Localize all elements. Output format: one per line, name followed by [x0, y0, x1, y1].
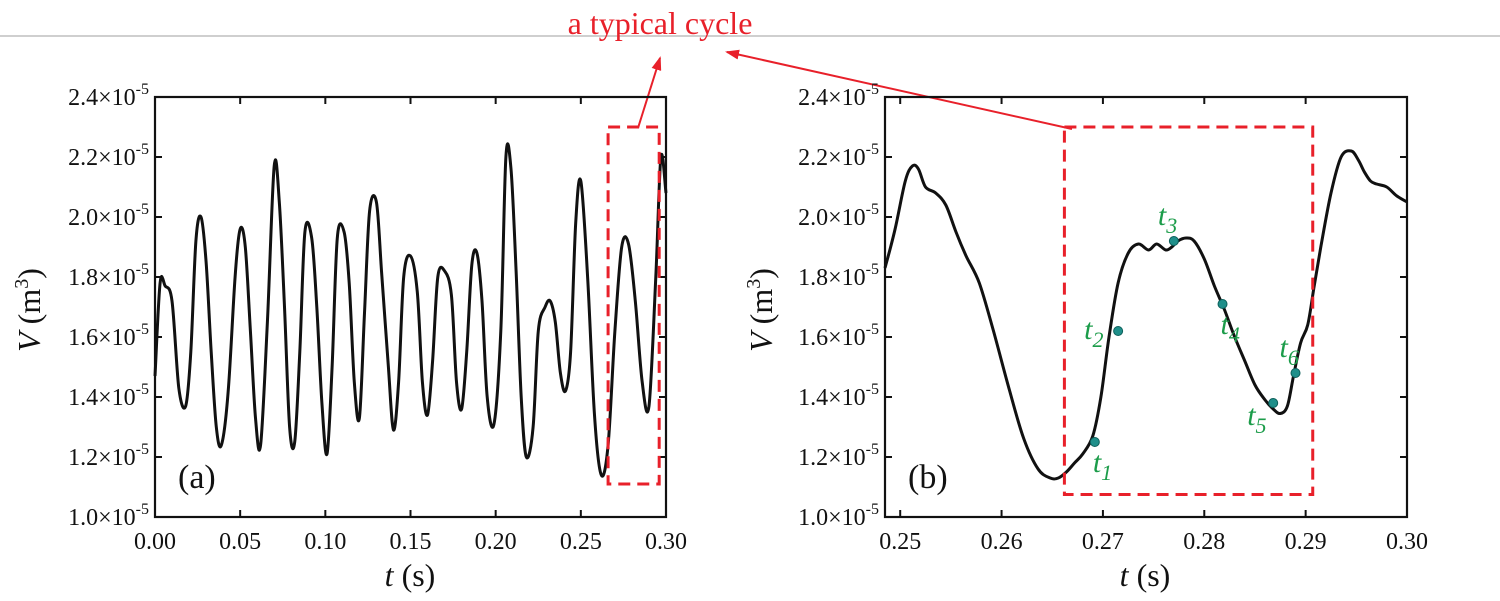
panel-a-x-ticks: 0.00 0.05 0.10 0.15 0.20 0.25 0.30 [134, 97, 687, 555]
panel-b-xtick-label: 0.25 [879, 529, 921, 555]
panel-b-xtick-label: 0.28 [1183, 529, 1225, 555]
panel-a-ytick-label: 1.2×10-5 [68, 441, 149, 471]
marker-t2-point [1113, 326, 1124, 336]
panel-a-xtick-label: 0.20 [475, 529, 517, 555]
panel-a-highlight-box [606, 125, 661, 486]
panel-b-x-ticks: 0.25 0.26 0.27 0.28 0.29 0.30 [879, 97, 1428, 555]
panel-b-ytick-label: 2.4×10-5 [798, 81, 879, 111]
panel-b-ytick-label: 1.4×10-5 [798, 381, 879, 411]
panel-b-ytick-label: 1.0×10-5 [798, 501, 879, 531]
panel-a-xtick-label: 0.05 [219, 529, 261, 555]
panel-b-y-ticks: 1.0×10-5 1.2×10-5 1.4×10-5 1.6×10-5 1.8×10-5… [798, 81, 1407, 531]
panel-a-ytick-label: 2.2×10-5 [68, 141, 149, 171]
panel-a-xtick-label: 0.25 [560, 529, 602, 555]
panel-a-ytick-label: 2.0×10-5 [68, 201, 149, 231]
panel-b-markers: t1 t2 t3 t4 t5 t6 [1084, 199, 1301, 485]
marker-t6-label: t6 [1280, 331, 1299, 370]
marker-t5-label: t5 [1247, 399, 1266, 438]
annotation-arrow-a [637, 56, 662, 129]
annotation-arrow-b [725, 49, 1073, 130]
marker-t3-label: t3 [1158, 199, 1177, 238]
panel-a-xtick-label: 0.15 [390, 529, 432, 555]
panel-a-ytick-label: 1.4×10-5 [68, 381, 149, 411]
panel-b-xtick-label: 0.30 [1386, 529, 1428, 555]
panel-a-tag: (a) [178, 459, 216, 496]
panel-b-ytick-label: 2.2×10-5 [798, 141, 879, 171]
panel-b-ytick-label: 1.8×10-5 [798, 261, 879, 291]
marker-t4-point [1217, 299, 1228, 309]
marker-t2-label: t2 [1084, 313, 1103, 352]
panel-b-xtick-label: 0.29 [1285, 529, 1327, 555]
panel-a-ylabel: V (m3) [11, 268, 47, 352]
panel-b-frame [883, 95, 1409, 519]
marker-t3-point [1168, 236, 1179, 246]
panel-b-highlight-box [1062, 125, 1315, 496]
marker-t1-label: t1 [1093, 446, 1112, 485]
panel-b-xtick-label: 0.26 [981, 529, 1023, 555]
annotation-label: a typical cycle [568, 5, 753, 41]
panel-a-series-line [153, 142, 668, 478]
marker-t1-point [1089, 437, 1100, 447]
panel-a-y-ticks: 1.0×10-5 1.2×10-5 1.4×10-5 1.6×10-5 1.8×10-5… [68, 81, 666, 531]
panel-a: 1.0×10-5 1.2×10-5 1.4×10-5 1.6×10-5 1.8×10-5… [11, 81, 687, 593]
panel-a-xtick-label: 0.30 [645, 529, 687, 555]
panel-b-xtick-label: 0.27 [1082, 529, 1124, 555]
panel-b-tag: (b) [908, 459, 948, 496]
panel-b-xlabel: t (s) [1120, 557, 1171, 593]
marker-t5-point [1268, 398, 1279, 408]
panel-a-xtick-label: 0.00 [134, 529, 176, 555]
panel-b-ytick-label: 1.2×10-5 [798, 441, 879, 471]
panel-b-ylabel: V (m3) [743, 268, 779, 352]
panel-a-xlabel: t (s) [385, 557, 436, 593]
panel-b-ytick-label: 1.6×10-5 [798, 321, 879, 351]
marker-t6-point [1290, 368, 1301, 378]
panel-b: 1.0×10-5 1.2×10-5 1.4×10-5 1.6×10-5 1.8×10-5… [743, 81, 1428, 593]
panel-a-ytick-label: 1.6×10-5 [68, 321, 149, 351]
panel-a-ytick-label: 1.8×10-5 [68, 261, 149, 291]
panel-a-xtick-label: 0.10 [304, 529, 346, 555]
panel-a-ytick-label: 2.4×10-5 [68, 81, 149, 111]
panel-a-ytick-label: 1.0×10-5 [68, 501, 149, 531]
marker-t4-label: t4 [1221, 308, 1240, 347]
panel-b-series-line [883, 149, 1408, 481]
panel-b-ytick-label: 2.0×10-5 [798, 201, 879, 231]
